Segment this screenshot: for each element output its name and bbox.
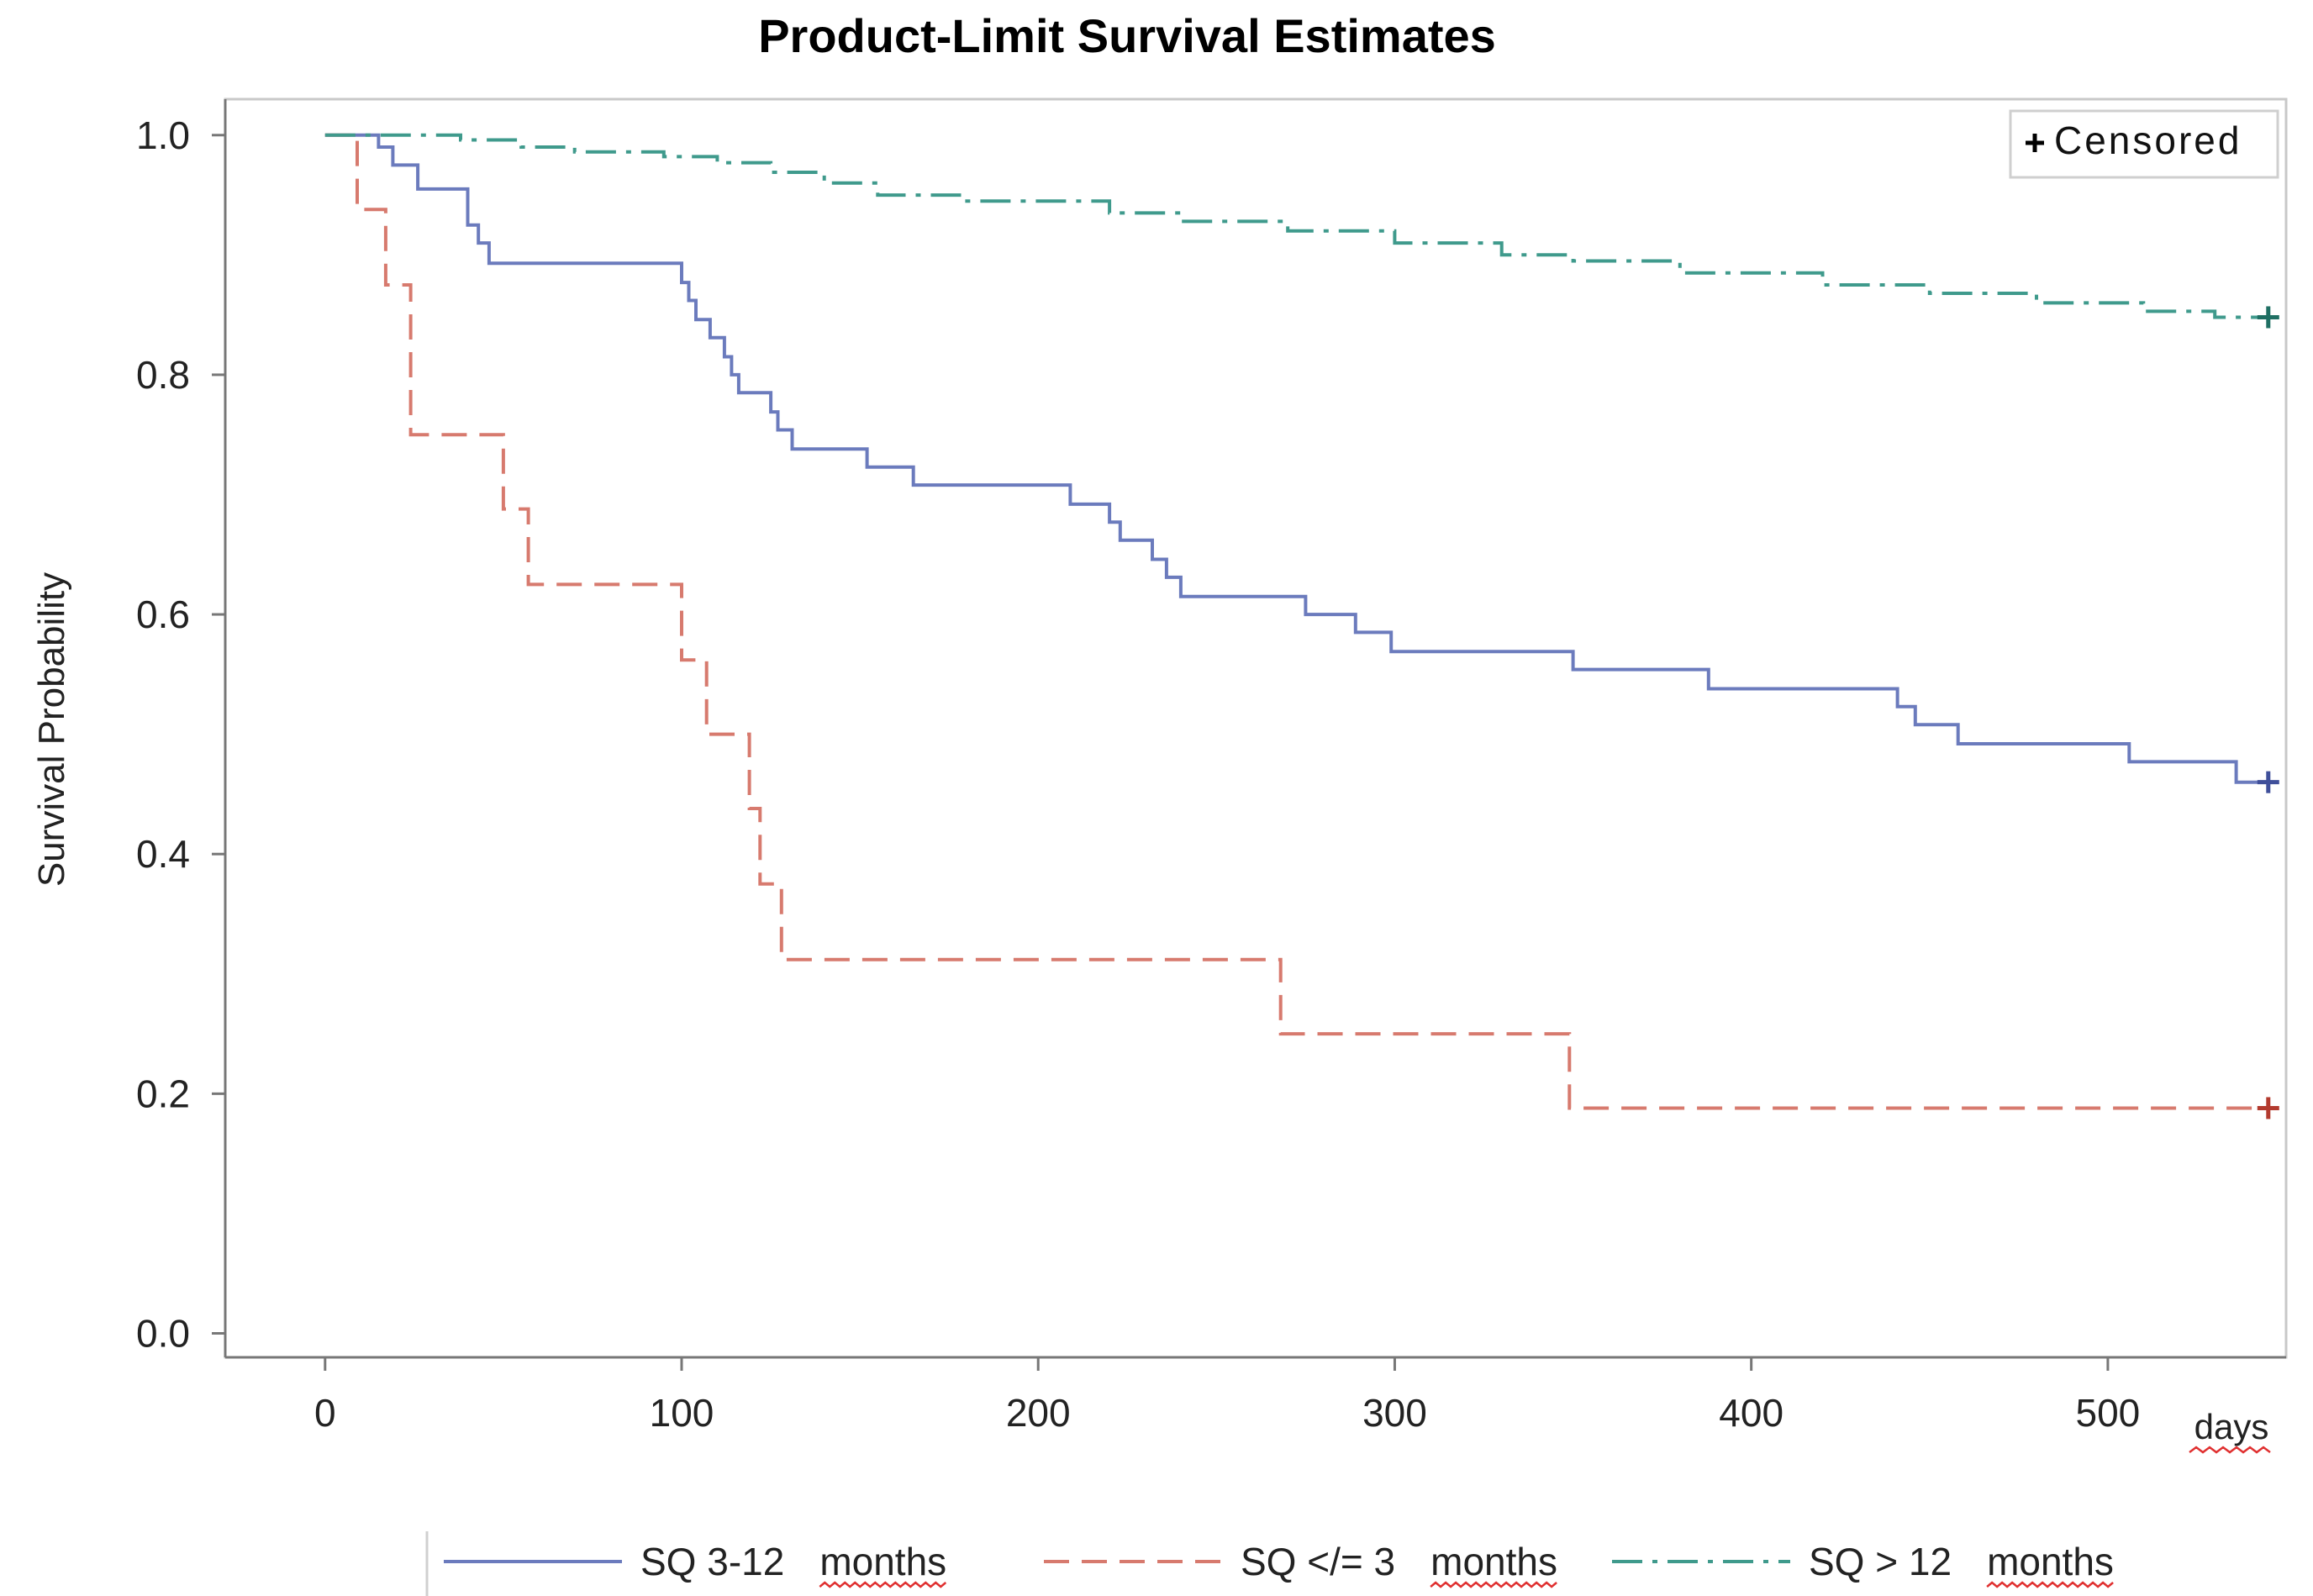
y-tick-label: 0.0 xyxy=(136,1311,190,1355)
y-tick-label: 0.4 xyxy=(136,832,190,876)
x-axis-ticks: 0 100 200 300 400 500 xyxy=(314,1357,2140,1435)
censor-mark xyxy=(2257,306,2279,329)
x-tick-label: 400 xyxy=(1719,1391,1783,1435)
legend-entry: SQ </= 3 months xyxy=(1044,1540,1557,1588)
series-line-1 xyxy=(324,133,2268,1110)
y-tick-label: 0.8 xyxy=(136,353,190,397)
x-tick-label: 300 xyxy=(1362,1391,1427,1435)
spellcheck-underline xyxy=(1986,1581,2114,1588)
censor-mark xyxy=(2257,771,2279,793)
plot-frame xyxy=(224,97,2288,1359)
y-axis-label: Survival Probability xyxy=(31,572,72,887)
censor-marks xyxy=(2257,306,2279,1119)
censored-legend: Censored xyxy=(2009,109,2279,179)
legend-label: SQ > 12 xyxy=(1809,1540,1952,1583)
legend-label-unit: months xyxy=(1987,1540,2114,1583)
spellcheck-underline xyxy=(1430,1581,1557,1588)
legend-label: SQ 3-12 xyxy=(640,1540,784,1583)
x-tick-label: 100 xyxy=(650,1391,714,1435)
y-tick-label: 1.0 xyxy=(136,113,190,157)
y-tick-label: 0.6 xyxy=(136,593,190,636)
series-line-2 xyxy=(324,133,2268,319)
censored-legend-label: Censored xyxy=(2054,119,2242,162)
censored-legend-box xyxy=(2009,109,2279,179)
y-axis-ticks: 0.0 0.2 0.4 0.6 0.8 1.0 xyxy=(136,113,225,1355)
chart-title: Product-Limit Survival Estimates xyxy=(758,9,1496,62)
legend-entry: SQ 3-12 months xyxy=(444,1540,947,1588)
legend-entry: SQ > 12 months xyxy=(1612,1540,2114,1588)
x-tick-label: 200 xyxy=(1006,1391,1071,1435)
series-legend: SQ 3-12 months SQ </= 3 months SQ > 12 months xyxy=(444,1540,2114,1588)
x-tick-label: 500 xyxy=(2076,1391,2141,1435)
spellcheck-underline xyxy=(2189,1446,2271,1454)
spellcheck-underline xyxy=(819,1581,947,1588)
x-tick-label: 0 xyxy=(314,1391,336,1435)
series-layer xyxy=(324,133,2268,1110)
censored-legend-icon xyxy=(2026,134,2044,152)
censor-mark xyxy=(2257,1097,2279,1119)
y-tick-label: 0.2 xyxy=(136,1072,190,1115)
legend-label-unit: months xyxy=(819,1540,946,1583)
legend-label-unit: months xyxy=(1430,1540,1557,1583)
x-axis-label: days xyxy=(2194,1407,2269,1446)
series-line-0 xyxy=(324,133,2268,784)
legend-label: SQ </= 3 xyxy=(1241,1540,1395,1583)
